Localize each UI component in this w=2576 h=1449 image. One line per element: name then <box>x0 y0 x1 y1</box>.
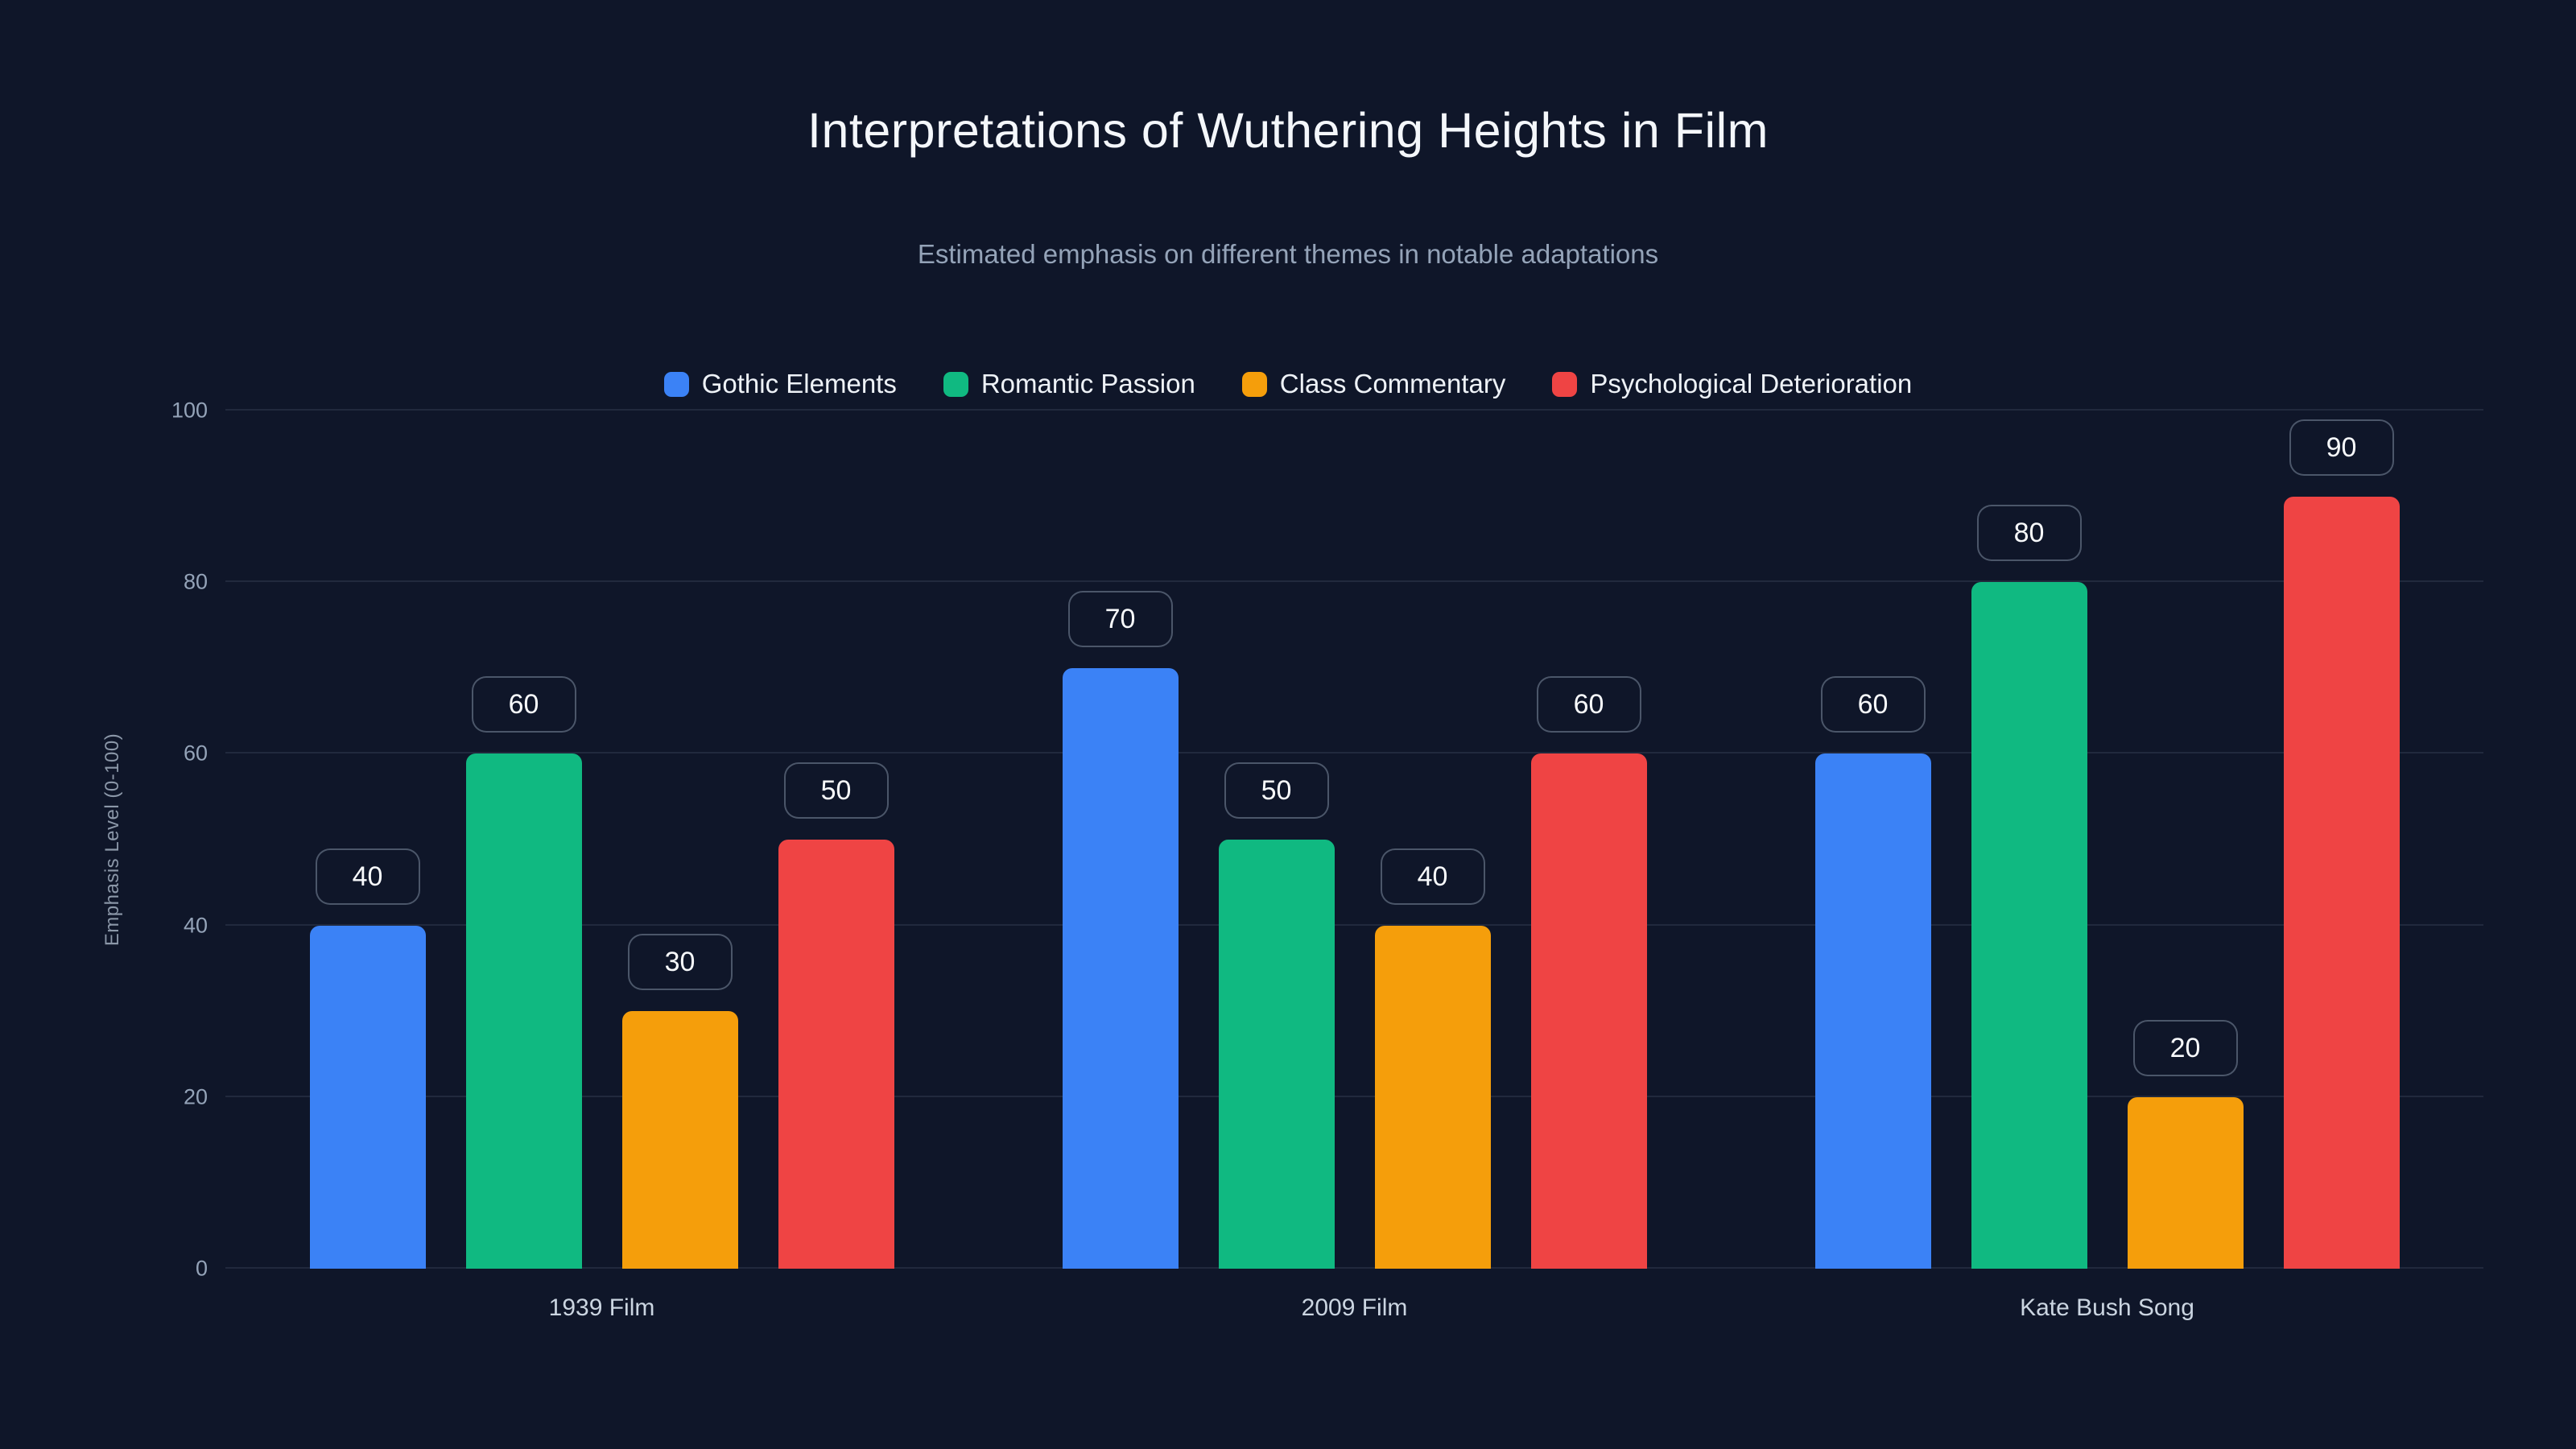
bar: 50 <box>778 762 894 1269</box>
x-labels: 1939 Film 2009 Film Kate Bush Song <box>225 1294 2483 1322</box>
bar: 60 <box>465 676 582 1269</box>
gridline <box>225 752 2483 754</box>
y-tick-label: 0 <box>195 1256 208 1281</box>
x-axis-label: 2009 Film <box>1301 1294 1408 1321</box>
bar-value-label: 50 <box>783 762 889 819</box>
legend: Gothic Elements Romantic Passion Class Com… <box>0 369 2576 399</box>
bar-value-label: 60 <box>1820 676 1926 733</box>
bar-value-label: 60 <box>1536 676 1641 733</box>
plot-area: 40 60 30 50 70 50 40 60 60 80 20 90 1939 Film 2009 F… <box>171 398 2483 1321</box>
chart-title: Interpretations of Wuthering Heights in … <box>807 103 1769 158</box>
bar-value-label: 60 <box>471 676 576 733</box>
bar: 30 <box>621 934 738 1269</box>
bar: 20 <box>2127 1019 2244 1269</box>
bar: 60 <box>1814 676 1931 1269</box>
bar: 60 <box>1530 676 1647 1269</box>
bar-group: 60 80 20 90 <box>1731 411 2483 1269</box>
gridline <box>225 409 2483 411</box>
legend-swatch <box>1241 371 1267 397</box>
bar-group: 70 50 40 60 <box>978 411 1731 1269</box>
bar: 50 <box>1218 762 1335 1269</box>
bar-value-label: 70 <box>1067 590 1173 647</box>
y-tick-label: 100 <box>171 398 208 423</box>
gridline <box>225 1095 2483 1097</box>
bar-value-label: 40 <box>315 848 420 905</box>
y-tick-label: 20 <box>183 1084 208 1109</box>
bar: 40 <box>1374 848 1491 1269</box>
bar-value-label: 40 <box>1380 848 1485 905</box>
bar-value-label: 20 <box>2132 1019 2238 1076</box>
bar-value-label: 80 <box>1976 505 2082 562</box>
bar: 80 <box>1971 505 2087 1269</box>
legend-item[interactable]: Romantic Passion <box>943 369 1195 399</box>
bar-group: 40 60 30 50 <box>225 411 978 1269</box>
legend-swatch <box>663 371 689 397</box>
legend-item[interactable]: Class Commentary <box>1241 369 1506 399</box>
gridline <box>225 1267 2483 1269</box>
legend-label: Class Commentary <box>1279 369 1506 398</box>
bar-value-label: 50 <box>1224 762 1329 819</box>
legend-label: Romantic Passion <box>980 369 1195 398</box>
bar-value-label: 30 <box>627 934 733 991</box>
bar-groups: 40 60 30 50 70 50 40 60 60 80 20 90 <box>225 411 2483 1269</box>
y-axis-title: Emphasis Level (0-100) <box>101 733 123 947</box>
legend-swatch <box>943 371 968 397</box>
legend-item[interactable]: Gothic Elements <box>663 369 897 399</box>
gridline <box>225 923 2483 926</box>
x-axis-label: Kate Bush Song <box>2020 1294 2194 1321</box>
legend-label: Psychological Deterioration <box>1590 369 1913 398</box>
bar-value-label: 90 <box>2289 419 2394 476</box>
bar: 70 <box>1062 590 1179 1269</box>
y-tick-label: 40 <box>183 913 208 938</box>
y-tick-label: 80 <box>183 569 208 594</box>
chart-subtitle: Estimated emphasis on different themes i… <box>917 239 1659 269</box>
x-axis-label: 1939 Film <box>548 1294 655 1321</box>
y-tick-label: 60 <box>183 741 208 766</box>
bar: 90 <box>2283 419 2400 1269</box>
legend-item[interactable]: Psychological Deterioration <box>1552 369 1912 399</box>
bar: 40 <box>309 848 426 1269</box>
legend-swatch <box>1552 371 1578 397</box>
legend-label: Gothic Elements <box>701 369 897 398</box>
gridline <box>225 580 2483 583</box>
